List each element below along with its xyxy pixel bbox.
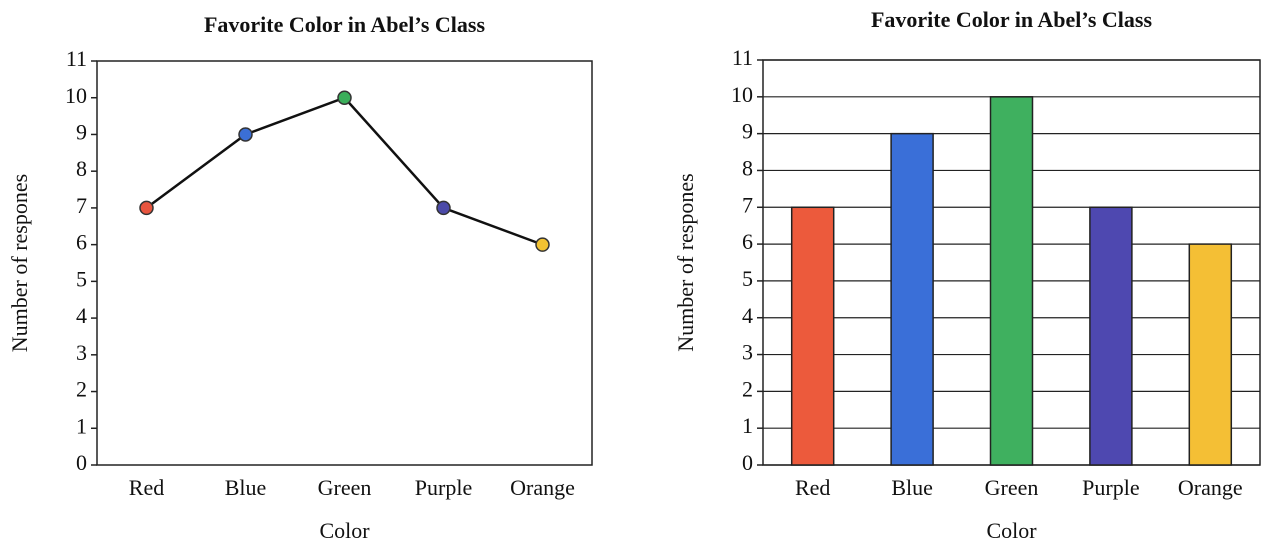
- y-tick-label: 9: [76, 120, 87, 145]
- y-tick-label: 8: [76, 156, 87, 181]
- y-tick-label: 4: [742, 303, 753, 328]
- x-tick-label: Purple: [1082, 475, 1139, 500]
- point: [238, 127, 253, 142]
- y-tick-label: 0: [76, 450, 87, 475]
- x-tick-label: Green: [985, 475, 1039, 500]
- bar: [1089, 206, 1133, 466]
- x-tick-label: Green: [318, 475, 372, 500]
- y-tick-label: 2: [742, 376, 753, 401]
- y-tick-label: 9: [742, 119, 753, 144]
- y-tick-label: 1: [742, 413, 753, 438]
- x-tick-label: Blue: [891, 475, 933, 500]
- x-tick-label: Orange: [1178, 475, 1243, 500]
- y-tick-label: 10: [731, 82, 753, 107]
- point: [436, 200, 451, 216]
- y-tick-label: 11: [732, 45, 753, 70]
- y-tick-label: 4: [76, 303, 87, 328]
- y-tick-label: 11: [66, 46, 87, 71]
- bar: [1188, 243, 1233, 466]
- plot-frame: [96, 60, 593, 466]
- y-tick-label: 7: [742, 192, 753, 217]
- y-tick-label: 7: [76, 193, 87, 218]
- point: [139, 200, 154, 216]
- y-tick-label: 0: [742, 450, 753, 475]
- y-tick-label: 8: [742, 156, 753, 181]
- point: [337, 90, 352, 105]
- x-tick-label: Orange: [510, 475, 575, 500]
- chart-title: Favorite Color in Abel’s Class: [871, 7, 1153, 32]
- y-axis-label: Number of respones: [673, 173, 698, 351]
- x-axis-label: Color: [319, 518, 370, 543]
- y-tick-label: 2: [76, 377, 87, 402]
- x-tick-label: Purple: [415, 475, 472, 500]
- y-tick-label: 3: [742, 340, 753, 365]
- chart-title: Favorite Color in Abel’s Class: [204, 12, 486, 37]
- x-tick-label: Red: [795, 475, 830, 500]
- bar: [790, 206, 835, 466]
- y-tick-label: 5: [742, 266, 753, 291]
- x-tick-label: Blue: [225, 475, 267, 500]
- y-tick-label: 1: [76, 413, 87, 438]
- x-axis-label: Color: [986, 518, 1037, 543]
- y-tick-label: 3: [76, 340, 87, 365]
- y-tick-label: 10: [65, 83, 87, 108]
- y-tick-label: 6: [742, 229, 753, 254]
- bar: [890, 132, 934, 466]
- x-tick-label: Red: [129, 475, 164, 500]
- bar: [989, 96, 1034, 466]
- y-axis-label: Number of respones: [7, 174, 32, 352]
- y-tick-label: 6: [76, 230, 87, 255]
- line: [145, 96, 543, 246]
- y-tick-label: 5: [76, 266, 87, 291]
- point: [535, 237, 550, 252]
